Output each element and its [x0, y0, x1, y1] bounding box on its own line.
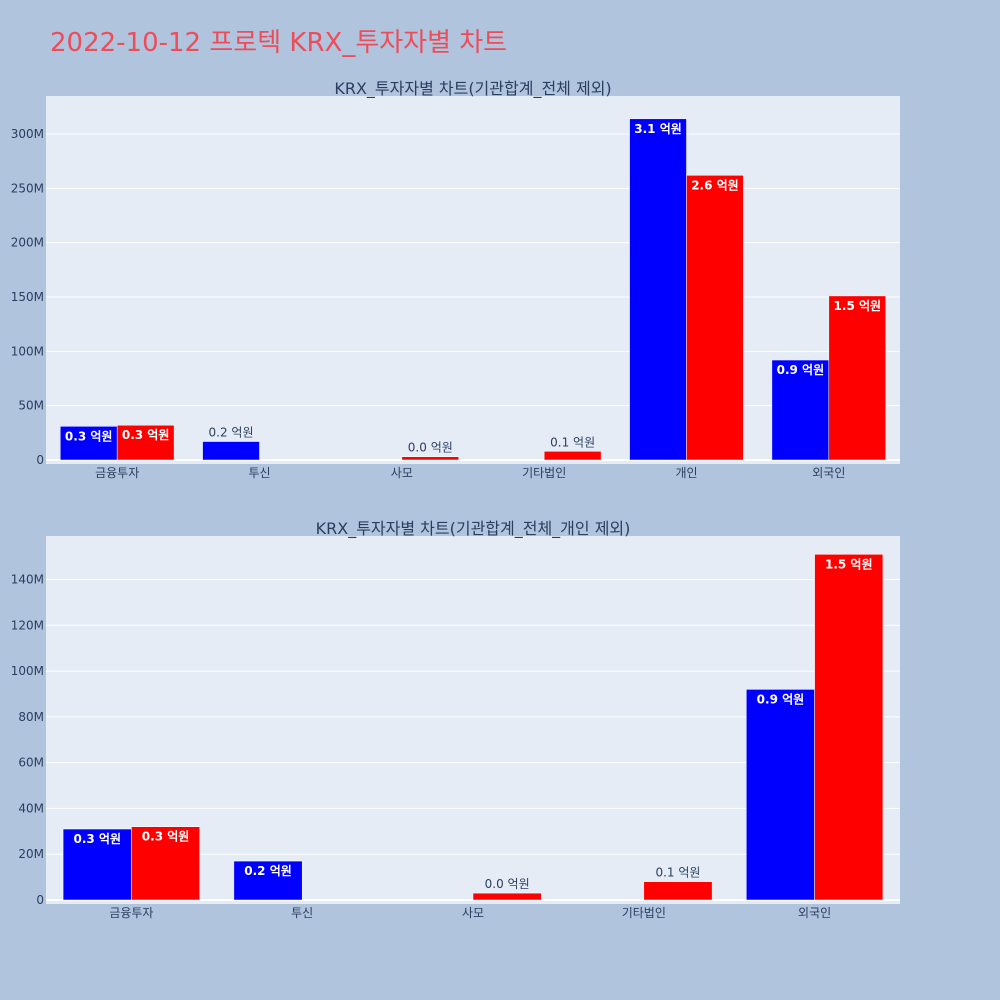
y-tick-label: 200M	[11, 236, 44, 250]
bar	[472, 892, 542, 901]
y-tick-label: 100M	[11, 344, 44, 358]
chart-title: KRX_투자자별 차트(기관합계_전체 제외)	[334, 79, 611, 99]
y-tick-label: 150M	[11, 290, 44, 304]
bar	[59, 426, 118, 461]
data-label: 3.1 억원	[634, 122, 682, 136]
data-label: 0.1 억원	[550, 435, 595, 449]
data-label: 0.2 억원	[244, 864, 292, 878]
bar	[643, 881, 713, 901]
x-tick-label: 기타법인	[622, 906, 666, 920]
data-label: 0.2 억원	[209, 426, 254, 440]
x-tick-label: 금융투자	[95, 466, 139, 480]
y-tick-label: 0	[36, 893, 44, 907]
bar	[401, 456, 460, 461]
bar	[814, 554, 884, 901]
x-tick-label: 개인	[675, 466, 697, 480]
bar	[202, 441, 260, 461]
bar	[746, 689, 815, 901]
data-label: 2.6 억원	[691, 178, 739, 192]
x-tick-label: 투신	[248, 466, 270, 480]
bar	[771, 359, 830, 461]
y-tick-label: 20M	[18, 847, 44, 861]
y-tick-label: 100M	[11, 664, 44, 678]
y-tick-label: 140M	[11, 572, 44, 586]
data-label: 1.5 억원	[825, 557, 873, 571]
bar	[131, 826, 200, 901]
data-label: 0.3 억원	[65, 429, 113, 443]
page-title: 2022-10-12 프로텍 KRX_투자자별 차트	[50, 28, 508, 58]
x-tick-label: 외국인	[798, 906, 831, 920]
data-label: 0.0 억원	[408, 441, 453, 455]
y-tick-label: 50M	[18, 399, 44, 413]
x-tick-label: 사모	[391, 466, 413, 480]
x-tick-label: 금융투자	[109, 906, 153, 920]
x-tick-label: 투신	[291, 906, 313, 920]
y-tick-label: 60M	[18, 756, 44, 770]
y-tick-label: 120M	[11, 618, 44, 632]
investor-chart-top: 0 50M 100M 150M 200M 250M 300M KRX_투자자별 차트(기관합계…	[11, 79, 900, 480]
y-tick-label: 300M	[11, 127, 44, 141]
bar	[543, 451, 602, 461]
y-tick-label: 80M	[18, 710, 44, 724]
bar	[116, 424, 175, 461]
y-tick-label: 0	[36, 453, 44, 467]
data-label: 0.3 억원	[122, 428, 170, 442]
x-tick-label: 사모	[462, 906, 484, 920]
chart-title: KRX_투자자별 차트(기관합계_전체_개인 제외)	[316, 519, 631, 539]
bar	[686, 175, 744, 461]
data-label: 0.3 억원	[73, 832, 121, 846]
y-tick-label: 250M	[11, 181, 44, 195]
bar	[629, 118, 687, 461]
y-tick-label: 40M	[18, 801, 44, 815]
investor-chart-bottom: 0 20M 40M 60M 80M 100M 120M 140M KRX_투자자별 차트(기관합…	[11, 519, 900, 920]
x-tick-label: 외국인	[812, 466, 845, 480]
data-label: 0.3 억원	[142, 830, 190, 844]
data-label: 1.5 억원	[834, 299, 882, 313]
data-label: 0.1 억원	[655, 866, 700, 880]
data-label: 0.9 억원	[757, 692, 805, 706]
bar	[233, 860, 303, 901]
plot-area	[46, 96, 900, 464]
x-tick-label: 기타법인	[522, 466, 566, 480]
data-label: 0.9 억원	[777, 363, 825, 377]
data-label: 0.0 억원	[485, 877, 530, 891]
bar	[62, 828, 132, 901]
bar	[828, 295, 887, 461]
